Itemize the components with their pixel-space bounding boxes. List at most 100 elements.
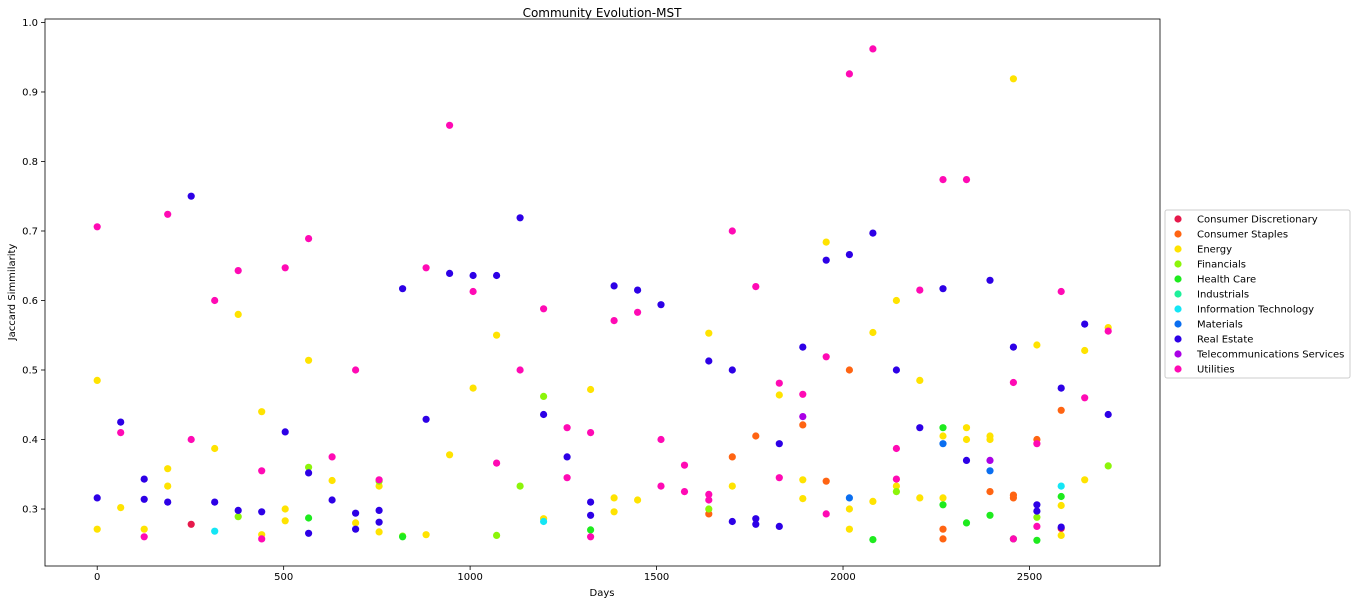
data-point bbox=[305, 529, 313, 537]
data-point bbox=[939, 440, 947, 448]
data-point bbox=[752, 432, 760, 440]
data-point bbox=[986, 488, 994, 496]
data-point bbox=[705, 505, 713, 513]
data-point bbox=[939, 501, 947, 509]
data-point bbox=[799, 421, 807, 429]
data-point bbox=[775, 379, 783, 387]
chart-title: Community Evolution-MST bbox=[523, 6, 683, 20]
data-point bbox=[610, 317, 618, 325]
data-point bbox=[1009, 343, 1018, 351]
data-point bbox=[211, 527, 219, 535]
data-point bbox=[986, 276, 994, 284]
data-point bbox=[939, 176, 947, 184]
data-point bbox=[516, 214, 524, 222]
data-point bbox=[117, 504, 125, 512]
data-point bbox=[93, 376, 101, 384]
data-point bbox=[540, 305, 548, 313]
legend-marker bbox=[1174, 215, 1182, 223]
legend-label: Telecommunications Services bbox=[1196, 350, 1344, 361]
data-point bbox=[164, 465, 172, 473]
plot-background bbox=[45, 19, 1160, 566]
legend-marker bbox=[1174, 320, 1182, 328]
data-point bbox=[1057, 287, 1065, 296]
data-point bbox=[1009, 494, 1018, 502]
data-point bbox=[540, 517, 548, 526]
data-point bbox=[610, 494, 618, 502]
data-point bbox=[587, 385, 595, 394]
data-point bbox=[1033, 440, 1041, 448]
legend-marker bbox=[1174, 260, 1182, 268]
data-point bbox=[164, 498, 172, 506]
data-point bbox=[705, 496, 713, 504]
data-point bbox=[799, 390, 807, 398]
data-point bbox=[1033, 507, 1041, 515]
x-tick-label: 2500 bbox=[1017, 572, 1042, 583]
data-point bbox=[869, 536, 877, 544]
legend-items: Consumer Discretionary Consumer Staples En… bbox=[1174, 215, 1344, 376]
data-point bbox=[211, 498, 219, 506]
data-point bbox=[1033, 513, 1041, 521]
data-point bbox=[563, 474, 571, 482]
data-point bbox=[328, 453, 336, 461]
data-point bbox=[869, 328, 877, 337]
data-point bbox=[563, 453, 571, 461]
data-point bbox=[305, 514, 313, 522]
data-point bbox=[1057, 406, 1065, 414]
data-point bbox=[187, 435, 195, 444]
data-point bbox=[493, 271, 501, 280]
data-point bbox=[939, 432, 947, 440]
data-point bbox=[328, 496, 336, 504]
data-point bbox=[399, 533, 407, 541]
legend-marker bbox=[1174, 350, 1182, 358]
y-tick-label: 0.6 bbox=[22, 296, 38, 307]
data-point bbox=[516, 366, 524, 374]
data-point bbox=[962, 456, 971, 464]
x-tick-label: 0 bbox=[94, 572, 100, 583]
data-point bbox=[939, 424, 947, 432]
data-point bbox=[1057, 531, 1065, 540]
data-point bbox=[845, 366, 854, 374]
x-axis-label: Days bbox=[590, 588, 615, 599]
data-point bbox=[352, 519, 360, 527]
data-point bbox=[305, 463, 313, 471]
data-point bbox=[775, 474, 783, 482]
data-point bbox=[93, 494, 101, 502]
legend-marker bbox=[1174, 335, 1182, 343]
data-point bbox=[752, 283, 760, 291]
data-point bbox=[234, 310, 242, 318]
data-point bbox=[164, 482, 172, 490]
data-point bbox=[258, 467, 266, 475]
legend-label: Financials bbox=[1197, 260, 1246, 271]
data-point bbox=[493, 531, 501, 540]
data-point bbox=[352, 509, 360, 517]
data-point bbox=[422, 415, 430, 423]
data-point bbox=[822, 238, 830, 246]
y-axis: 0.3 0.4 0.5 0.6 0.7 0.8 0.9 1.0 bbox=[22, 18, 45, 516]
data-point bbox=[962, 519, 971, 527]
data-point bbox=[728, 482, 736, 490]
data-point bbox=[587, 533, 595, 541]
legend-label: Consumer Staples bbox=[1197, 230, 1288, 241]
data-point bbox=[587, 429, 595, 437]
data-point bbox=[845, 505, 854, 513]
data-point bbox=[799, 343, 807, 351]
data-point bbox=[187, 192, 195, 200]
data-point bbox=[140, 525, 148, 533]
data-point bbox=[140, 533, 148, 541]
data-point bbox=[328, 476, 336, 485]
legend-marker bbox=[1174, 290, 1182, 298]
data-point bbox=[939, 535, 947, 543]
y-tick-label: 0.9 bbox=[22, 87, 38, 98]
legend-label: Industrials bbox=[1197, 290, 1249, 301]
data-point bbox=[164, 210, 172, 218]
data-point bbox=[1081, 346, 1089, 355]
data-point bbox=[916, 376, 924, 384]
data-point bbox=[258, 535, 266, 543]
data-point bbox=[1104, 462, 1112, 470]
y-tick-label: 0.5 bbox=[22, 365, 38, 376]
y-tick-label: 0.7 bbox=[22, 226, 38, 237]
data-point bbox=[799, 476, 807, 484]
data-point bbox=[986, 511, 994, 519]
data-point bbox=[845, 525, 854, 533]
